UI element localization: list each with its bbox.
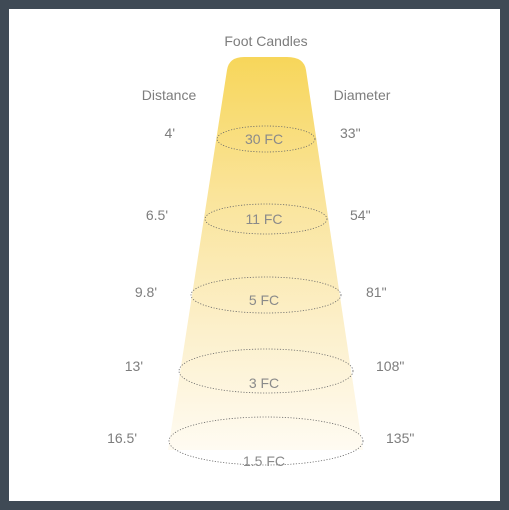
beam-ring-3	[190, 276, 342, 314]
distance-value-3: 9.8'	[135, 284, 157, 300]
distance-value-4: 13'	[125, 358, 143, 374]
distance-value-1: 4'	[165, 125, 175, 141]
foot-candle-value-4: 3 FC	[249, 375, 279, 391]
beam-ring-5	[168, 416, 364, 466]
distance-value-2: 6.5'	[146, 207, 168, 223]
diameter-value-2: 54"	[350, 207, 371, 223]
foot-candle-value-5: 1.5 FC	[243, 453, 285, 469]
foot-candle-value-1: 30 FC	[245, 131, 283, 147]
foot-candle-value-3: 5 FC	[249, 292, 279, 308]
beam-ring-4	[178, 348, 354, 394]
beam-ring-1	[216, 125, 316, 153]
distance-value-5: 16.5'	[107, 430, 137, 446]
diameter-header: Diameter	[334, 87, 391, 103]
diameter-value-1: 33"	[340, 125, 361, 141]
diameter-value-4: 108"	[376, 358, 404, 374]
diameter-value-5: 135"	[386, 430, 414, 446]
light-beam-cone	[168, 57, 363, 450]
distance-header: Distance	[142, 87, 197, 103]
diagram-title: Foot Candles	[224, 33, 307, 49]
foot-candle-value-2: 11 FC	[245, 211, 282, 227]
diameter-value-3: 81"	[366, 284, 387, 300]
beam-ring-2	[204, 203, 328, 235]
